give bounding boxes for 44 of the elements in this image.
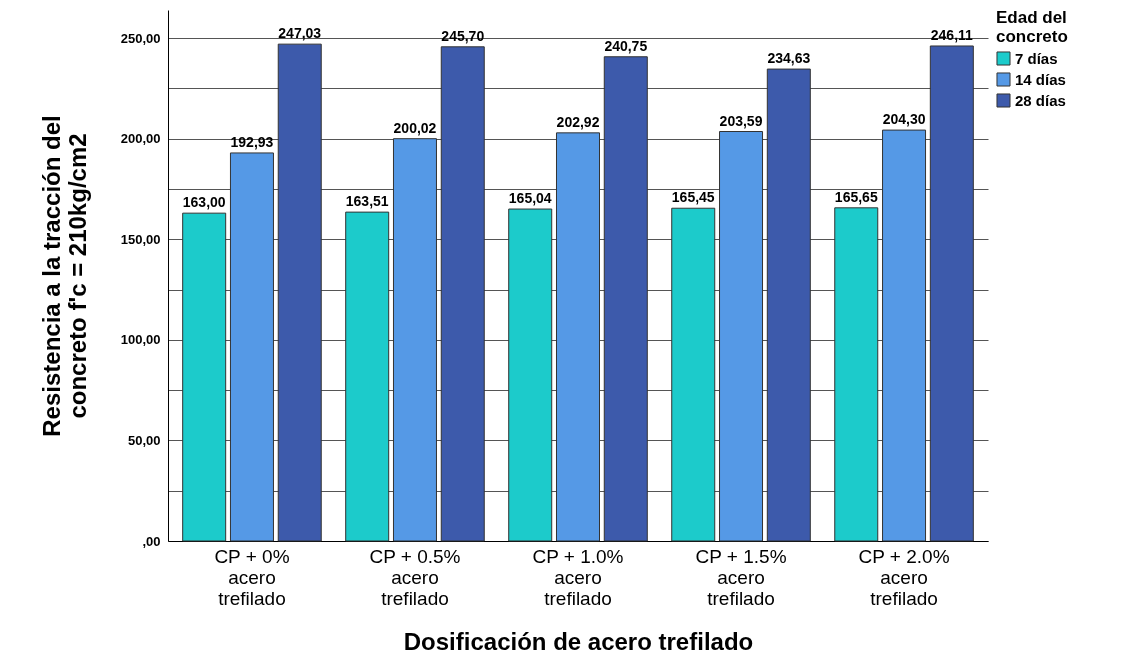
y-tick-label: ,00 xyxy=(142,533,161,549)
bar xyxy=(766,68,811,542)
y-tick-label: 150,00 xyxy=(120,231,161,247)
bar xyxy=(603,56,648,542)
data-label: 200,02 xyxy=(393,119,437,136)
data-label: 203,59 xyxy=(719,112,763,129)
bar xyxy=(182,212,227,542)
data-label: 202,92 xyxy=(556,113,600,130)
legend-label: 14 días xyxy=(1015,70,1066,88)
data-label: 163,00 xyxy=(182,194,226,211)
x-tick-label: CP + 1.0% acero trefilado xyxy=(532,545,624,609)
y-tick-label: 50,00 xyxy=(127,432,161,448)
legend-label: 28 días xyxy=(1015,91,1066,109)
legend-title: Edad del concreto xyxy=(996,8,1068,46)
bar xyxy=(719,131,764,542)
bar xyxy=(229,152,274,542)
bar xyxy=(345,211,390,542)
data-label: 247,03 xyxy=(278,25,322,42)
x-tick-label: CP + 0% acero trefilado xyxy=(214,545,290,609)
bar xyxy=(440,46,485,542)
data-label: 165,65 xyxy=(834,188,878,205)
bar xyxy=(882,129,927,542)
y-axis-title: Resistencia a la tracción del concreto f'c = 210kg/cm2 xyxy=(37,115,91,437)
y-tick-label: 250,00 xyxy=(120,30,161,46)
data-label: 240,75 xyxy=(604,37,648,54)
data-label: 165,45 xyxy=(671,189,715,206)
data-label: 165,04 xyxy=(508,190,552,207)
bar xyxy=(834,207,879,542)
legend-label: 7 días xyxy=(1015,49,1058,67)
bar xyxy=(508,208,553,542)
x-axis-title: Dosificación de acero trefilado xyxy=(403,627,754,655)
x-tick-label: CP + 2.0% acero trefilado xyxy=(858,545,950,609)
x-tick-label: CP + 1.5% acero trefilado xyxy=(695,545,787,609)
y-tick-label: 200,00 xyxy=(120,131,161,147)
bar xyxy=(556,132,600,542)
data-label: 163,51 xyxy=(345,193,389,210)
y-tick-label: 100,00 xyxy=(120,332,161,348)
data-label: 204,30 xyxy=(882,111,926,128)
bar xyxy=(671,207,716,542)
x-tick-label: CP + 0.5% acero trefilado xyxy=(369,545,461,609)
bar xyxy=(929,45,974,542)
data-label: 234,63 xyxy=(767,50,811,67)
bar xyxy=(392,138,437,542)
bar xyxy=(277,43,322,542)
